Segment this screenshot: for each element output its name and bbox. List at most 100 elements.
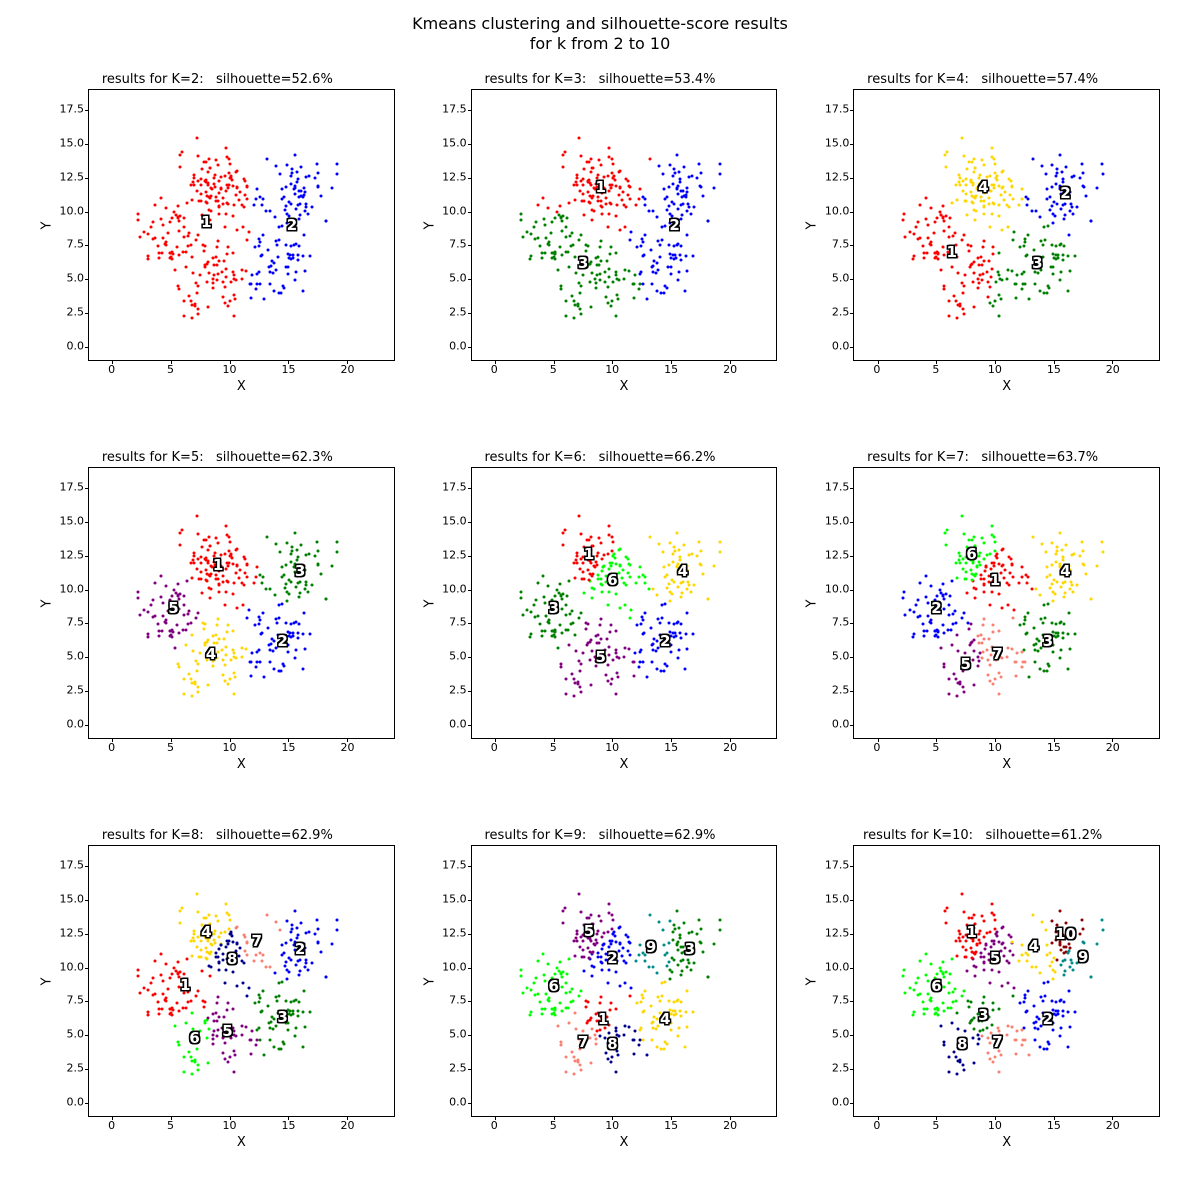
subplot-title: results for K=10: silhouette=61.2%: [805, 828, 1160, 843]
data-point: [658, 1000, 661, 1003]
data-point: [985, 175, 988, 178]
data-point: [974, 597, 977, 600]
data-point: [261, 576, 264, 579]
data-point: [582, 955, 585, 958]
data-point: [938, 966, 941, 969]
data-point: [217, 920, 220, 923]
data-point: [280, 188, 283, 191]
data-point: [994, 919, 997, 922]
data-point: [566, 216, 569, 219]
data-point: [989, 663, 992, 666]
data-point: [987, 674, 990, 677]
data-point: [182, 992, 185, 995]
data-point: [608, 968, 611, 971]
data-point: [943, 631, 946, 634]
data-point: [599, 956, 602, 959]
data-point: [991, 911, 994, 914]
data-point: [980, 159, 983, 162]
data-point: [213, 551, 216, 554]
data-point: [1003, 198, 1006, 201]
data-point: [1006, 604, 1009, 607]
y-ticks: 0.02.55.07.510.012.515.017.5: [437, 467, 471, 739]
data-point: [530, 610, 533, 613]
data-point: [255, 273, 258, 276]
data-point: [290, 623, 293, 626]
data-point: [235, 927, 238, 930]
data-point: [197, 612, 200, 615]
data-point: [665, 665, 668, 668]
data-point: [579, 154, 582, 157]
data-point: [1037, 271, 1040, 274]
data-point: [956, 954, 959, 957]
data-point: [1056, 927, 1059, 930]
y-axis-label: Y: [40, 467, 54, 739]
data-point: [182, 604, 185, 607]
data-point: [965, 214, 968, 217]
data-point: [663, 1047, 666, 1050]
data-point: [971, 195, 974, 198]
data-point: [1032, 626, 1035, 629]
data-point: [962, 612, 965, 615]
data-point: [930, 997, 933, 1000]
data-point: [652, 642, 655, 645]
data-point: [241, 604, 244, 607]
data-point: [309, 632, 312, 635]
data-point: [958, 561, 961, 564]
data-point: [605, 574, 608, 577]
data-point: [178, 608, 181, 611]
data-point: [178, 220, 181, 223]
data-point: [205, 161, 208, 164]
data-point: [932, 610, 935, 613]
y-ticks: 0.02.55.07.510.012.515.017.5: [54, 467, 88, 739]
data-point: [157, 1008, 160, 1011]
data-point: [301, 290, 304, 293]
data-point: [946, 151, 949, 154]
data-point: [147, 232, 150, 235]
data-point: [1062, 259, 1065, 262]
data-point: [985, 566, 988, 569]
data-point: [195, 616, 198, 619]
data-point: [675, 999, 678, 1002]
data-point: [678, 171, 681, 174]
data-point: [190, 255, 193, 258]
data-point: [164, 241, 167, 244]
data-point: [281, 225, 284, 228]
data-point: [1000, 194, 1003, 197]
data-point: [693, 583, 696, 586]
data-point: [582, 934, 585, 937]
data-point: [990, 212, 993, 215]
data-point: [207, 260, 210, 263]
x-ticks: 05101520: [471, 739, 778, 757]
data-point: [949, 628, 952, 631]
data-point: [530, 1010, 533, 1013]
data-point: [561, 165, 564, 168]
data-point: [273, 667, 276, 670]
data-point: [203, 1022, 206, 1025]
x-axis-label: X: [471, 379, 778, 394]
data-point: [669, 273, 672, 276]
data-point: [608, 252, 611, 255]
data-point: [625, 206, 628, 209]
data-point: [222, 952, 225, 955]
data-point: [207, 927, 210, 930]
data-point: [248, 661, 251, 664]
data-point: [681, 969, 684, 972]
data-point: [161, 993, 164, 996]
data-point: [615, 970, 618, 973]
data-point: [686, 210, 689, 213]
data-point: [272, 649, 275, 652]
data-point: [1060, 586, 1063, 589]
data-point: [581, 1029, 584, 1032]
data-point: [265, 210, 268, 213]
data-point: [1050, 961, 1053, 964]
data-point: [1027, 611, 1030, 614]
data-point: [628, 270, 631, 273]
data-point: [997, 252, 1000, 255]
data-point: [544, 980, 547, 983]
data-point: [204, 568, 207, 571]
data-point: [606, 552, 609, 555]
data-point: [196, 1063, 199, 1066]
data-point: [655, 667, 658, 670]
data-point: [638, 666, 641, 669]
data-point: [277, 603, 280, 606]
